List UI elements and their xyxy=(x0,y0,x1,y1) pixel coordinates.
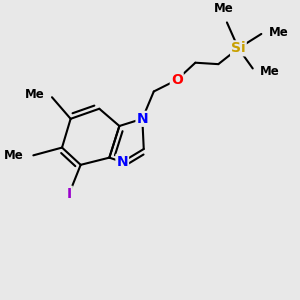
Text: I: I xyxy=(67,187,72,201)
Text: Me: Me xyxy=(260,65,280,78)
Text: Me: Me xyxy=(25,88,45,101)
Text: Me: Me xyxy=(268,26,288,39)
Text: N: N xyxy=(116,155,128,169)
Text: Si: Si xyxy=(231,41,246,55)
Text: O: O xyxy=(171,73,183,87)
Text: Me: Me xyxy=(214,2,234,15)
Text: N: N xyxy=(136,112,148,126)
Text: Me: Me xyxy=(4,149,23,162)
